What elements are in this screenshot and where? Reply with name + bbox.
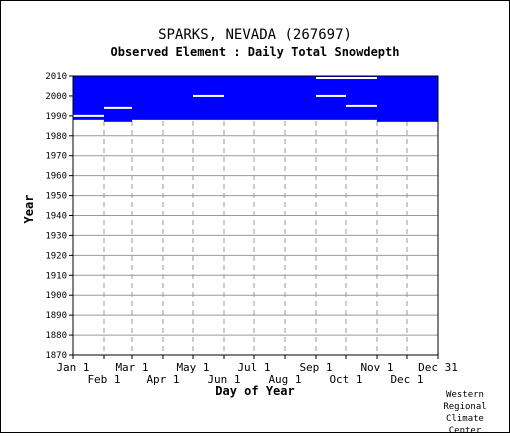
plot-border: [72, 75, 439, 356]
x-tick-label: Feb 1: [87, 373, 120, 386]
chart-subtitle: Observed Element : Daily Total Snowdepth: [110, 45, 400, 59]
x-axis-label: Day of Year: [215, 384, 295, 398]
x-tick-label: Mar 1: [115, 361, 148, 374]
y-tick-label: 1880: [45, 331, 67, 341]
data-coverage-block: [132, 76, 377, 120]
chart-title: SPARKS, NEVADA (267697): [158, 27, 352, 43]
data-coverage-block: [73, 76, 104, 120]
x-tick-label: Dec 1: [390, 373, 423, 386]
y-tick-label: 1890: [45, 311, 67, 321]
y-tick-label: 1950: [45, 192, 67, 202]
data-coverage-block: [104, 76, 132, 122]
x-tick-label: Dec 31: [418, 361, 458, 374]
y-tick-label: 1980: [45, 132, 67, 142]
y-tick-label: 1990: [45, 112, 67, 122]
x-tick-label: Nov 1: [360, 361, 393, 374]
missing-data-segment: [73, 114, 104, 117]
y-tick-label: 1970: [45, 152, 67, 162]
y-tick-label: 1960: [45, 172, 67, 182]
missing-data-segment: [316, 94, 346, 97]
y-tick-label: 1910: [45, 271, 67, 281]
y-tick-label: 2000: [45, 92, 67, 102]
x-tick-label: Jan 1: [56, 361, 89, 374]
x-tick-label: Apr 1: [146, 373, 179, 386]
y-tick-label: 2010: [45, 72, 67, 82]
x-tick-label: Jun 1: [207, 373, 240, 386]
y-tick-label: 1920: [45, 251, 67, 261]
x-tick-label: Jul 1: [237, 361, 270, 374]
credit-line: Climate: [446, 414, 484, 424]
y-tick-label: 1930: [45, 231, 67, 241]
x-tick-label: Sep 1: [299, 361, 332, 374]
credit-block: Western Regional Climate Center: [435, 389, 495, 437]
x-tick-label: Aug 1: [268, 373, 301, 386]
credit-line: Western: [446, 390, 484, 400]
credit-line: Regional: [443, 402, 487, 412]
x-tick-label: May 1: [176, 361, 209, 374]
data-coverage-block: [377, 76, 438, 122]
y-tick-label: 1940: [45, 212, 67, 222]
x-tick-label: Oct 1: [329, 373, 362, 386]
missing-data-segment: [346, 104, 377, 107]
y-tick-label: 1870: [45, 351, 67, 361]
missing-data-segment: [316, 76, 377, 79]
missing-data-segment: [104, 106, 132, 109]
y-tick-label: 1900: [45, 291, 67, 301]
missing-data-segment: [193, 94, 224, 97]
credit-line: Center: [448, 426, 482, 436]
